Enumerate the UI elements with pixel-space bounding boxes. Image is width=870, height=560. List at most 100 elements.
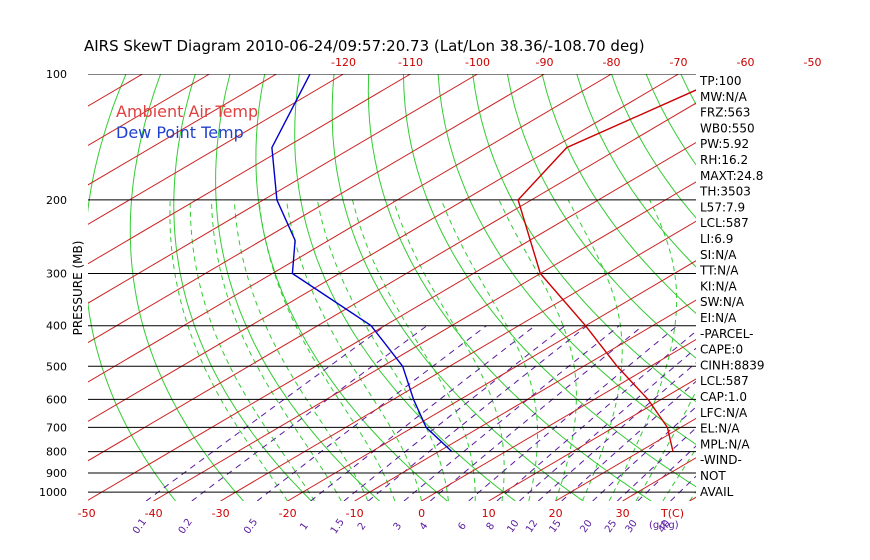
isotherm-line	[88, 74, 679, 422]
top-temperature-tick-label: -70	[670, 56, 688, 69]
stability-index-item: RH:16.2	[700, 153, 748, 167]
top-temperature-tick-label: -60	[737, 56, 755, 69]
dry-adiabat-line	[255, 74, 449, 501]
stability-index-item: TT:N/A	[699, 264, 739, 278]
mixing-ratio-line	[145, 325, 386, 501]
dry-adiabat-line	[645, 74, 696, 166]
moist-adiabat-line	[635, 390, 696, 501]
stability-index-item: SW:N/A	[700, 295, 745, 309]
mixing-ratio-line	[468, 325, 678, 501]
moist-adiabat-line	[392, 199, 505, 501]
mixing-ratio-line	[670, 475, 696, 501]
moist-adiabat-line	[316, 199, 449, 501]
top-temperature-tick-label: -120	[331, 56, 356, 69]
moist-adiabat-line	[189, 199, 315, 501]
isotherm-line	[220, 220, 696, 501]
mixing-ratio-lines	[145, 325, 696, 501]
stability-index-item: TH:3503	[699, 185, 751, 199]
isotherm-line	[88, 74, 612, 383]
isotherm-line	[88, 74, 277, 186]
dry-adiabat-line	[402, 74, 696, 488]
bottom-temperature-unit: T(C)	[660, 507, 684, 520]
moist-adiabat-line	[258, 199, 396, 501]
moist-adiabat-line	[498, 199, 577, 501]
dew-point-temp-profile	[271, 74, 453, 453]
stability-index-item: KI:N/A	[700, 279, 737, 293]
mixing-ratio-line	[191, 325, 428, 501]
mixing-ratio-tick-label: 12	[524, 518, 540, 535]
mixing-ratio-tick-label: 4	[418, 521, 431, 533]
mixing-ratio-tick-label: 30	[624, 518, 640, 535]
isotherm-line	[88, 74, 411, 265]
pressure-tick-label: 1000	[39, 486, 67, 499]
mixing-ratio-line	[343, 325, 566, 501]
bottom-temperature-tick-label: -30	[212, 507, 230, 520]
mixing-ratio-line	[496, 330, 696, 501]
moist-adiabats	[169, 199, 696, 501]
isotherm-line	[88, 74, 344, 225]
stability-index-item: EI:N/A	[700, 311, 737, 325]
stability-index-item: CAPE:0	[700, 343, 743, 357]
y-axis-label: PRESSURE (MB)	[71, 241, 85, 336]
dry-adiabat-line	[576, 74, 696, 268]
mixing-ratio-unit: (g/kg)	[649, 520, 679, 531]
stability-index-item: EL:N/A	[700, 422, 740, 436]
stability-index-item: LCL:587	[700, 374, 749, 388]
mixing-ratio-tick-label: 0.5	[242, 517, 260, 536]
pressure-tick-labels: 100 200 300 400 500 600 700 800 900 1000	[39, 68, 67, 499]
top-temperature-tick-label: -50	[804, 56, 822, 69]
pressure-tick-label: 500	[46, 360, 67, 373]
pressure-tick-label: 600	[46, 393, 67, 406]
stability-index-item: PW:5.92	[700, 137, 749, 151]
bottom-temperature-tick-labels: -50 -40 -30 -20 -10 0 10 20 30 T(C)	[78, 507, 684, 520]
stability-index-item: LI:6.9	[700, 232, 733, 246]
isotherm-line	[488, 378, 696, 501]
mixing-ratio-line	[256, 325, 487, 501]
dry-adiabat-line	[750, 74, 870, 503]
moist-adiabat-line	[352, 199, 476, 501]
stability-index-item: L57:7.9	[700, 200, 745, 214]
profiles	[271, 74, 696, 453]
isotherm-line	[555, 417, 696, 501]
mixing-ratio-tick-label: 2	[356, 521, 369, 533]
isotherm-line	[824, 74, 870, 501]
stability-index-item: CAP:1.0	[700, 390, 747, 404]
moist-adiabat-line	[233, 199, 369, 501]
isotherm-line	[421, 339, 696, 501]
dry-adiabat-line	[437, 74, 696, 446]
stability-index-item: TP:100	[699, 74, 742, 88]
dry-adiabat-line	[506, 74, 696, 359]
isotherms	[88, 74, 870, 501]
pressure-tick-label: 100	[46, 68, 67, 81]
dry-adiabat-line	[472, 74, 696, 403]
bottom-temperature-tick-label: 20	[549, 507, 563, 520]
stability-index-item: SI:N/A	[700, 248, 737, 262]
stability-index-item: MW:N/A	[700, 90, 748, 104]
top-temperature-tick-label: -110	[398, 56, 423, 69]
dry-adiabat-line	[294, 74, 517, 501]
mixing-ratio-tick-label: 20	[579, 518, 595, 535]
dry-adiabat-line	[785, 74, 870, 503]
bottom-temperature-tick-label: 30	[616, 507, 630, 520]
legend: Ambient Air Temp Dew Point Temp	[116, 102, 258, 142]
stability-index-item: LFC:N/A	[700, 406, 748, 420]
legend-ambient-air-temp: Ambient Air Temp	[116, 102, 258, 121]
stability-index-item: -WIND-	[700, 453, 742, 467]
mixing-ratio-tick-label: 0.2	[177, 517, 195, 536]
dry-adiabat-line	[854, 74, 870, 503]
legend-dew-point-temp: Dew Point Temp	[116, 123, 244, 142]
mixing-ratio-tick-label: 1.5	[329, 517, 347, 536]
stability-index-item: NOT	[700, 469, 726, 483]
mixing-ratio-tick-label: 10	[505, 518, 521, 535]
pressure-tick-label: 800	[46, 446, 67, 459]
moist-adiabat-line	[210, 199, 342, 501]
moist-adiabat-line	[567, 199, 623, 501]
mixing-ratio-line	[537, 362, 696, 501]
plot-area	[88, 74, 870, 503]
ambient-air-temp-profile	[517, 89, 696, 452]
mixing-ratio-line	[429, 325, 644, 501]
mixing-ratio-line	[310, 325, 536, 501]
isotherm-line	[354, 299, 696, 501]
